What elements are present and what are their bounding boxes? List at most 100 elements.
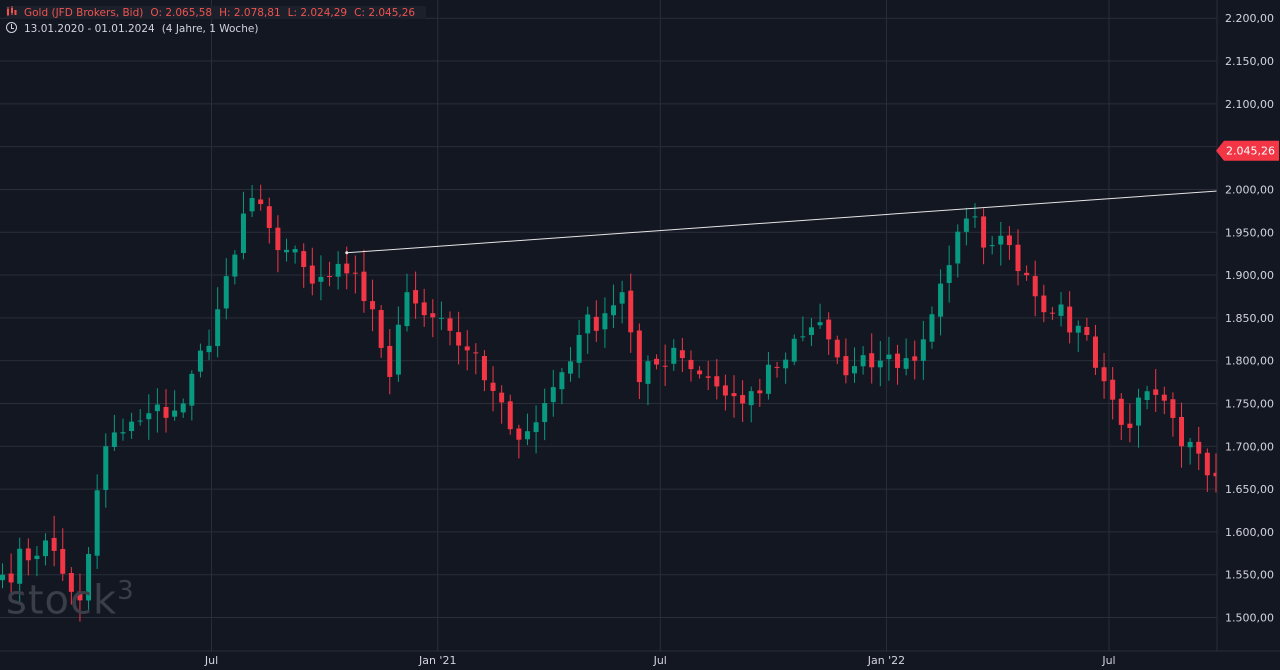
candle — [378, 305, 384, 358]
price-tick-label: 2.100,00 — [1225, 98, 1274, 111]
candle-body — [808, 327, 814, 335]
candle-body — [1092, 336, 1098, 368]
candle — [438, 301, 444, 331]
candle — [490, 366, 496, 412]
candle — [593, 300, 599, 342]
candle-body — [963, 218, 969, 232]
candle — [1110, 367, 1116, 420]
candle — [619, 280, 625, 324]
candle-body — [550, 387, 556, 403]
candle — [722, 374, 728, 411]
candle-body — [283, 249, 289, 253]
candle — [232, 250, 238, 285]
candle — [34, 545, 40, 577]
candle — [120, 418, 126, 441]
candle — [1144, 385, 1150, 410]
candle-body — [1118, 398, 1124, 425]
candle — [559, 367, 565, 405]
price-tick-label: 2.000,00 — [1225, 183, 1274, 196]
candle-body — [387, 345, 393, 377]
candle-body — [404, 292, 410, 327]
time-axis-background — [0, 651, 1280, 670]
candle-body — [249, 198, 255, 212]
candle-body — [1144, 391, 1150, 400]
candle-body — [17, 548, 23, 584]
candle — [1075, 320, 1081, 352]
candle — [206, 329, 212, 361]
candle-body — [301, 251, 307, 268]
candle-body — [765, 364, 771, 394]
candle-body — [275, 227, 281, 251]
candle — [1204, 448, 1210, 493]
candle — [8, 553, 14, 594]
trendline-group[interactable] — [345, 136, 1280, 255]
candle-body — [51, 537, 57, 551]
candle-body — [524, 431, 530, 440]
candle — [636, 323, 642, 400]
candle-body — [438, 317, 444, 319]
price-tick-label: 1.750,00 — [1225, 397, 1274, 410]
candle-body — [86, 553, 92, 601]
candle — [963, 207, 969, 246]
price-tick-label: 2.150,00 — [1225, 55, 1274, 68]
candle — [51, 515, 57, 567]
candle — [1084, 317, 1090, 341]
price-tick-label: 2.200,00 — [1225, 12, 1274, 25]
candle — [679, 337, 685, 373]
candle-body — [344, 263, 350, 274]
candle — [25, 538, 31, 576]
candle-body — [473, 352, 479, 354]
candle-body — [559, 372, 565, 390]
trendline-anchor — [345, 251, 349, 255]
candle-body — [180, 403, 186, 413]
candle-body — [163, 406, 169, 418]
candle — [662, 344, 668, 386]
candle-body — [223, 276, 229, 309]
candle-body — [327, 276, 333, 278]
candle — [524, 413, 530, 446]
candle-body — [335, 263, 341, 277]
candle-body — [731, 393, 737, 397]
candle-body — [585, 314, 591, 334]
candle — [387, 329, 393, 395]
candle — [1135, 388, 1141, 448]
candle — [516, 424, 522, 459]
candle-body — [1067, 306, 1073, 333]
time-tick-label: Jan '22 — [867, 654, 905, 667]
price-axis-background — [1217, 0, 1280, 670]
candle-body — [1213, 472, 1219, 477]
candle — [318, 255, 324, 301]
ohlc-legend[interactable]: Gold (JFD Brokers, Bid) O: 2.065,58 H: 2.0… — [6, 6, 427, 19]
candle-body — [851, 366, 857, 374]
price-tick-label: 1.650,00 — [1225, 483, 1274, 496]
candle-body — [1135, 397, 1141, 426]
candle — [103, 433, 109, 508]
candles-icon — [6, 6, 17, 17]
candle-body — [25, 548, 31, 561]
candle — [697, 366, 703, 379]
candle — [1006, 226, 1012, 260]
candle-body — [43, 540, 49, 557]
candle — [94, 474, 100, 569]
candle — [249, 185, 255, 218]
candle — [43, 533, 49, 566]
candle — [499, 385, 505, 424]
candle — [361, 249, 367, 313]
candle-body — [903, 358, 909, 369]
candle-body — [714, 376, 720, 387]
candle-body — [955, 231, 961, 264]
candle — [929, 306, 935, 349]
candle — [283, 238, 289, 262]
candle — [17, 537, 23, 604]
candle — [473, 343, 479, 375]
candle — [955, 224, 961, 278]
candle-body — [576, 334, 582, 363]
candle — [938, 269, 944, 336]
price-axis[interactable]: 1.450,001.500,001.550,001.600,001.650,00… — [1216, 0, 1280, 670]
candle — [533, 405, 539, 454]
candle — [77, 573, 83, 622]
date-range: 13.01.2020 - 01.01.2024 — [24, 23, 155, 35]
candle — [688, 350, 694, 382]
